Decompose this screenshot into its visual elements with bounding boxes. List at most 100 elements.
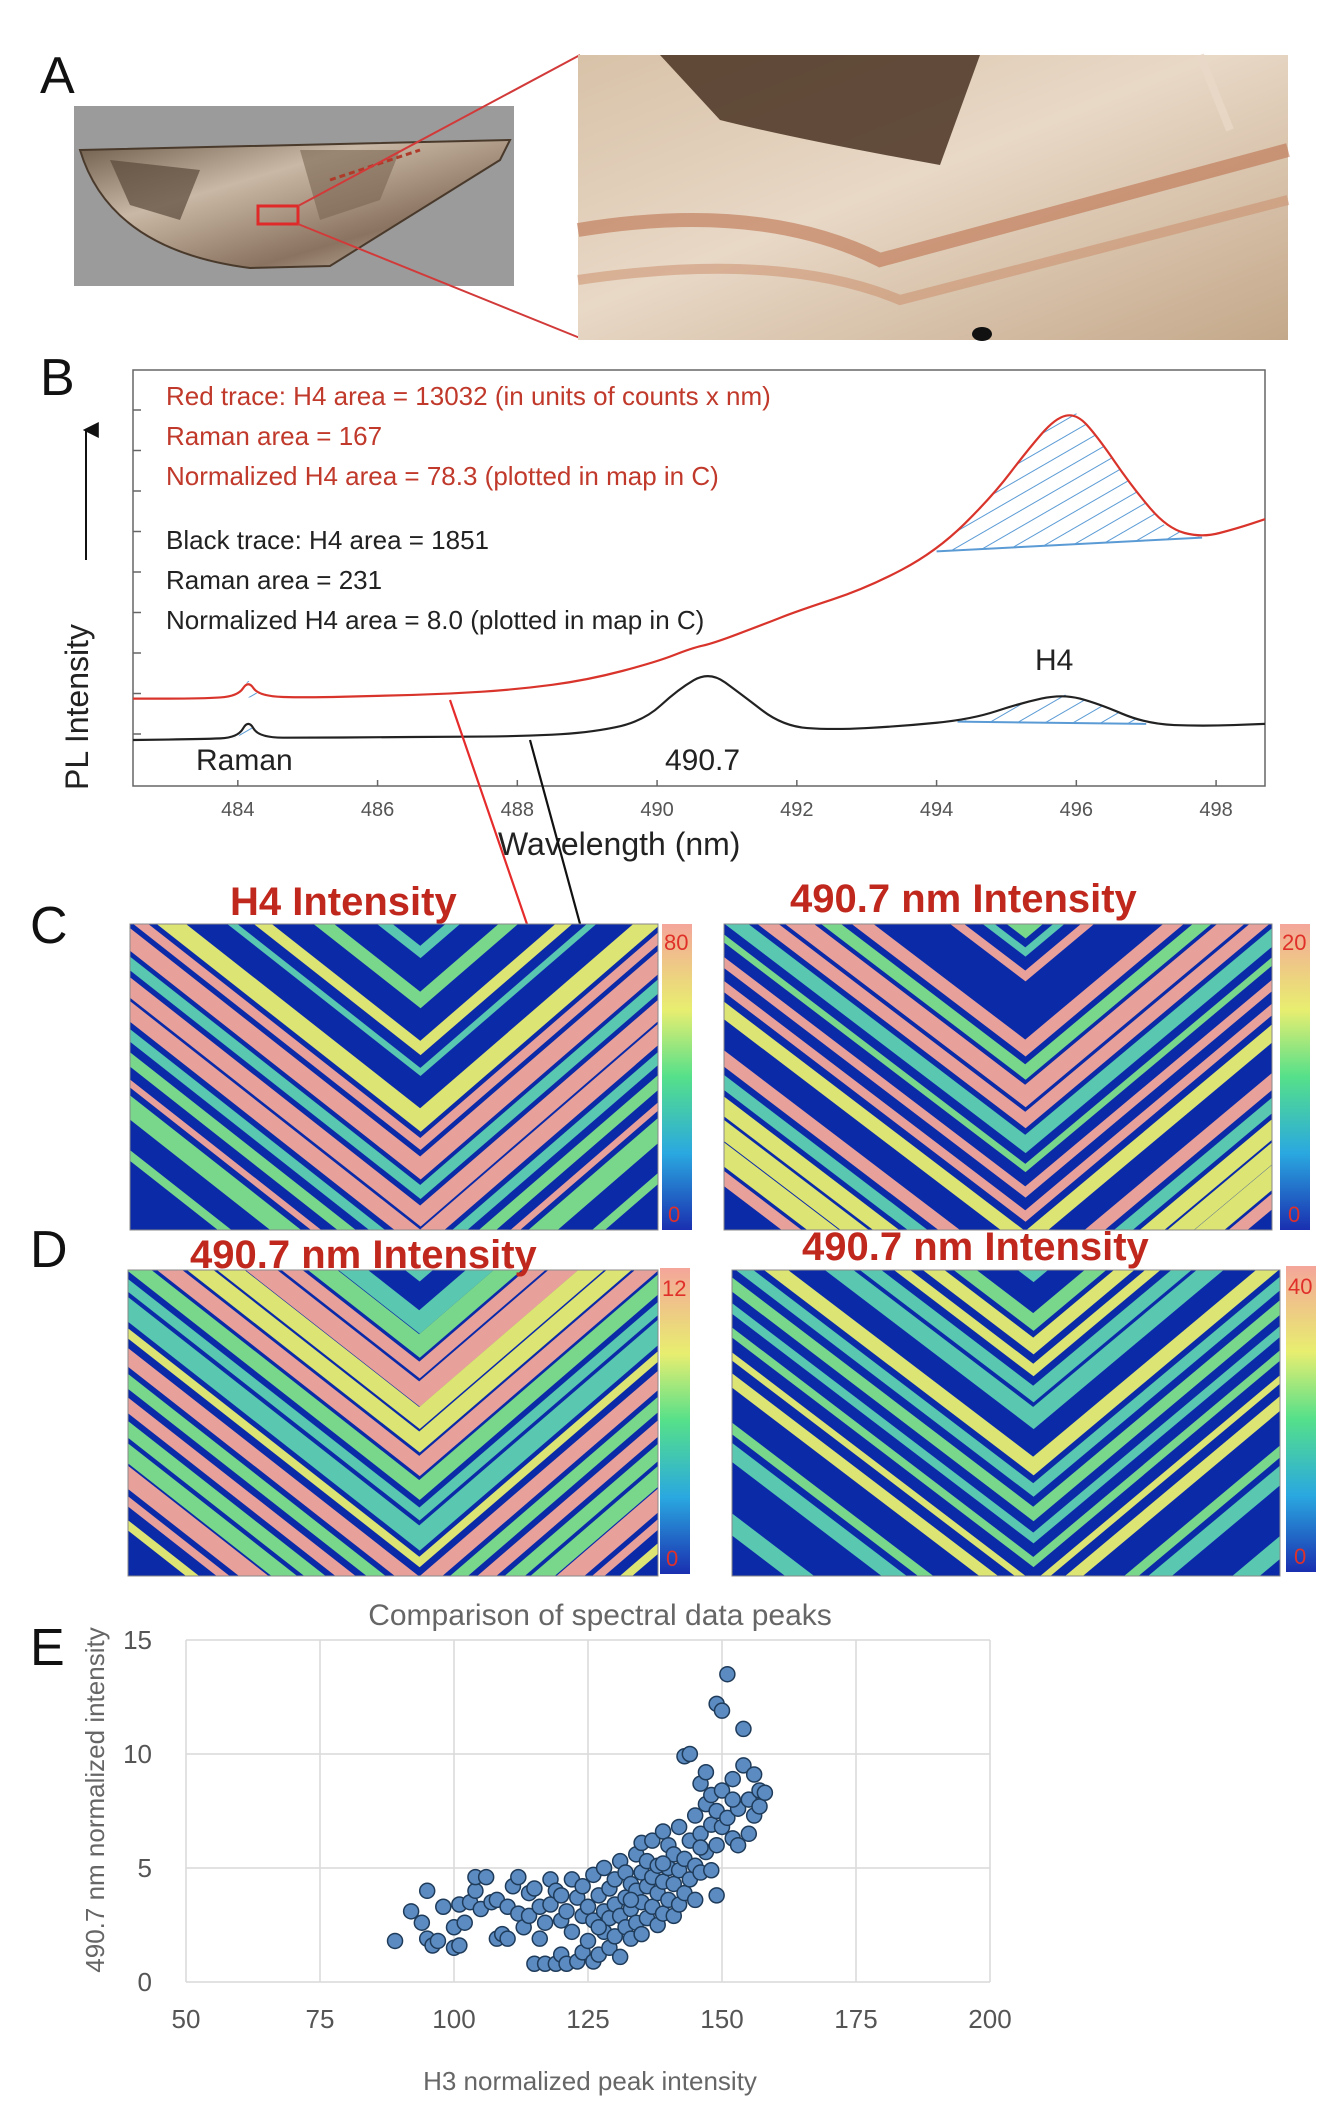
colorbar-d-right (1286, 1266, 1316, 1572)
scatter-point (595, 1859, 613, 1877)
colorbar-c-right (1280, 924, 1310, 1230)
cbar-d-left-min: 0 (666, 1546, 678, 1571)
map-c-left-title: H4 Intensity (230, 880, 457, 924)
red-note-2: Raman area = 167 (166, 421, 382, 451)
scatter-point (402, 1903, 420, 1920)
scatter-point (719, 1809, 736, 1827)
scatter-point (686, 1891, 704, 1909)
cbar-c-left-max: 80 (664, 930, 688, 955)
scatter-y-tick: 15 (123, 1625, 152, 1655)
black-note-2: Raman area = 231 (166, 565, 382, 595)
scatter-point (719, 1665, 736, 1683)
scatter-x-tick: 50 (172, 2004, 201, 2034)
x-tick-label: 490 (640, 799, 673, 821)
scatter-point (735, 1757, 752, 1774)
x-tick-label: 486 (361, 799, 394, 821)
x-tick-label: 494 (920, 799, 953, 821)
red-note-3: Normalized H4 area = 78.3 (plotted in ma… (166, 461, 719, 491)
scatter-point (654, 1855, 672, 1872)
scatter-x-tick: 150 (700, 2004, 743, 2034)
panel-label-b: B (40, 349, 75, 407)
map-d-left (127, 1269, 659, 1577)
black-trace-line (132, 675, 1266, 742)
scatter-point (590, 1919, 607, 1936)
scatter-point (724, 1770, 741, 1788)
map-c-right (723, 923, 1273, 1231)
scatter-point (499, 1930, 516, 1947)
scatter-point (413, 1914, 431, 1931)
scatter-x-tick: 175 (834, 2004, 877, 2034)
scatter-point (467, 1882, 484, 1900)
cbar-d-right-min: 0 (1294, 1544, 1306, 1569)
scatter-point (611, 1948, 629, 1966)
scatter-point (756, 1784, 774, 1802)
x-tick-label: 484 (221, 799, 254, 821)
cbar-c-right-max: 20 (1282, 930, 1306, 955)
red-note-1: Red trace: H4 area = 13032 (in units of … (166, 381, 771, 411)
scatter-point (456, 1914, 473, 1931)
scatter-point (574, 1877, 591, 1895)
scatter-point (713, 1702, 731, 1719)
scatter-point (520, 1907, 538, 1925)
cbar-c-right-min: 0 (1288, 1202, 1300, 1227)
peak-label-490: 490.7 (665, 744, 740, 777)
map-d-left-title: 490.7 nm Intensity (190, 1233, 538, 1277)
x-tick-label: 498 (1199, 799, 1232, 821)
scatter-point (729, 1836, 747, 1854)
scatter-point (386, 1932, 404, 1950)
peak-label-h4: H4 (1035, 644, 1073, 677)
scatter-point (644, 1832, 661, 1849)
scatter-point (633, 1925, 650, 1943)
scatter-point (526, 1880, 543, 1897)
x-tick-label: 496 (1060, 799, 1093, 821)
scatter-point (563, 1923, 581, 1941)
scatter-plot: 50 75 100 125 150 175 200 0 5 10 15 (123, 1625, 1012, 2034)
map-d-right-title: 490.7 nm Intensity (802, 1225, 1150, 1269)
scatter-point (435, 1898, 452, 1916)
cbar-d-right-max: 40 (1288, 1274, 1312, 1299)
gem-photo (74, 106, 514, 286)
panel-label-a: A (40, 47, 75, 105)
black-note-3: Normalized H4 area = 8.0 (plotted in map… (166, 605, 704, 635)
x-tick-label: 488 (501, 799, 534, 821)
scatter-point (713, 1782, 731, 1799)
scatter-point (477, 1868, 495, 1886)
scatter-x-tick: 100 (432, 2004, 475, 2034)
colorbar-c-left (662, 924, 692, 1230)
scatter-point (751, 1798, 768, 1815)
scatter-point (697, 1763, 715, 1781)
scatter-point (686, 1807, 704, 1824)
scatter-xlabel: H3 normalized peak intensity (423, 2066, 757, 2096)
spectrum-ylabel: PL Intensity (59, 624, 95, 790)
scatter-point (418, 1882, 436, 1900)
spectrum-plot: 484 486 488 490 492 494 496 498 (132, 369, 1266, 821)
scatter-point (692, 1839, 709, 1856)
scatter-y-tick: 10 (123, 1739, 152, 1769)
scatter-point (451, 1937, 468, 1954)
panel-label-d: D (30, 1221, 68, 1279)
scatter-point (429, 1932, 447, 1950)
scatter-y-tick: 0 (138, 1967, 152, 1997)
cbar-c-left-min: 0 (668, 1202, 680, 1227)
scatter-x-tick: 75 (306, 2004, 335, 2034)
x-tick-label: 492 (780, 799, 813, 821)
scatter-point (579, 1932, 597, 1950)
scatter-point (531, 1930, 549, 1947)
scatter-point (536, 1914, 554, 1931)
red-pointer-arrow (448, 699, 544, 965)
colorbar-d-left (660, 1268, 690, 1574)
black-note-1: Black trace: H4 area = 1851 (166, 525, 489, 555)
map-c-right-title: 490.7 nm Intensity (790, 877, 1138, 921)
cbar-d-left-max: 12 (662, 1276, 686, 1301)
scatter-point (681, 1745, 699, 1763)
scatter-point (654, 1823, 672, 1840)
scatter-point (510, 1868, 527, 1886)
scatter-y-tick: 5 (138, 1853, 152, 1883)
panel-label-e: E (30, 1619, 65, 1677)
scatter-point (735, 1720, 752, 1738)
panel-label-c: C (30, 897, 68, 955)
scatter-point (708, 1887, 725, 1904)
scatter-point (708, 1836, 725, 1854)
scatter-point (703, 1862, 720, 1879)
